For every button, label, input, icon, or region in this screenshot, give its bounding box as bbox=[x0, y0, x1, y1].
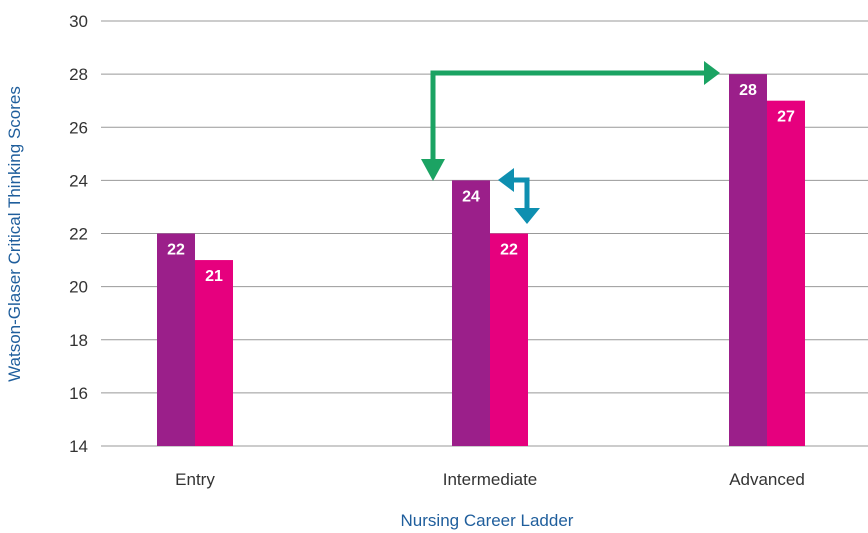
x-axis-categories: Entry Intermediate Advanced bbox=[175, 470, 805, 489]
y-tick-label: 14 bbox=[69, 437, 88, 456]
y-tick-label: 24 bbox=[69, 171, 88, 190]
bar-data-label: 28 bbox=[739, 82, 757, 99]
y-tick-label: 20 bbox=[69, 278, 88, 297]
x-axis-title: Nursing Career Ladder bbox=[401, 511, 574, 530]
y-axis-title: Watson-Glaser Critical Thinking Scores bbox=[5, 86, 24, 382]
y-tick-label: 16 bbox=[69, 384, 88, 403]
bar-data-label: 22 bbox=[167, 242, 185, 259]
y-tick-label: 26 bbox=[69, 118, 88, 137]
x-category-label: Intermediate bbox=[443, 470, 538, 489]
green-elbow-arrow bbox=[421, 61, 720, 181]
x-category-label: Advanced bbox=[729, 470, 805, 489]
y-tick-label: 18 bbox=[69, 331, 88, 350]
blue-double-arrow bbox=[498, 168, 540, 224]
bar-advanced-series-1 bbox=[729, 74, 767, 446]
bar-data-label: 27 bbox=[777, 109, 795, 126]
bar-entry-series-1 bbox=[157, 234, 195, 447]
bars bbox=[157, 74, 805, 446]
bar-data-label: 21 bbox=[205, 268, 223, 285]
bar-advanced-series-2 bbox=[767, 101, 805, 446]
x-category-label: Entry bbox=[175, 470, 215, 489]
bar-data-label: 22 bbox=[500, 242, 518, 259]
bar-intermediate-series-1 bbox=[452, 180, 490, 446]
bar-entry-series-2 bbox=[195, 260, 233, 446]
y-tick-label: 22 bbox=[69, 225, 88, 244]
y-tick-label: 28 bbox=[69, 65, 88, 84]
bar-intermediate-series-2 bbox=[490, 234, 528, 447]
y-tick-label: 30 bbox=[69, 12, 88, 31]
y-axis-ticks: 14 16 18 20 22 24 26 28 30 bbox=[69, 12, 88, 456]
bar-data-label: 24 bbox=[462, 188, 480, 205]
